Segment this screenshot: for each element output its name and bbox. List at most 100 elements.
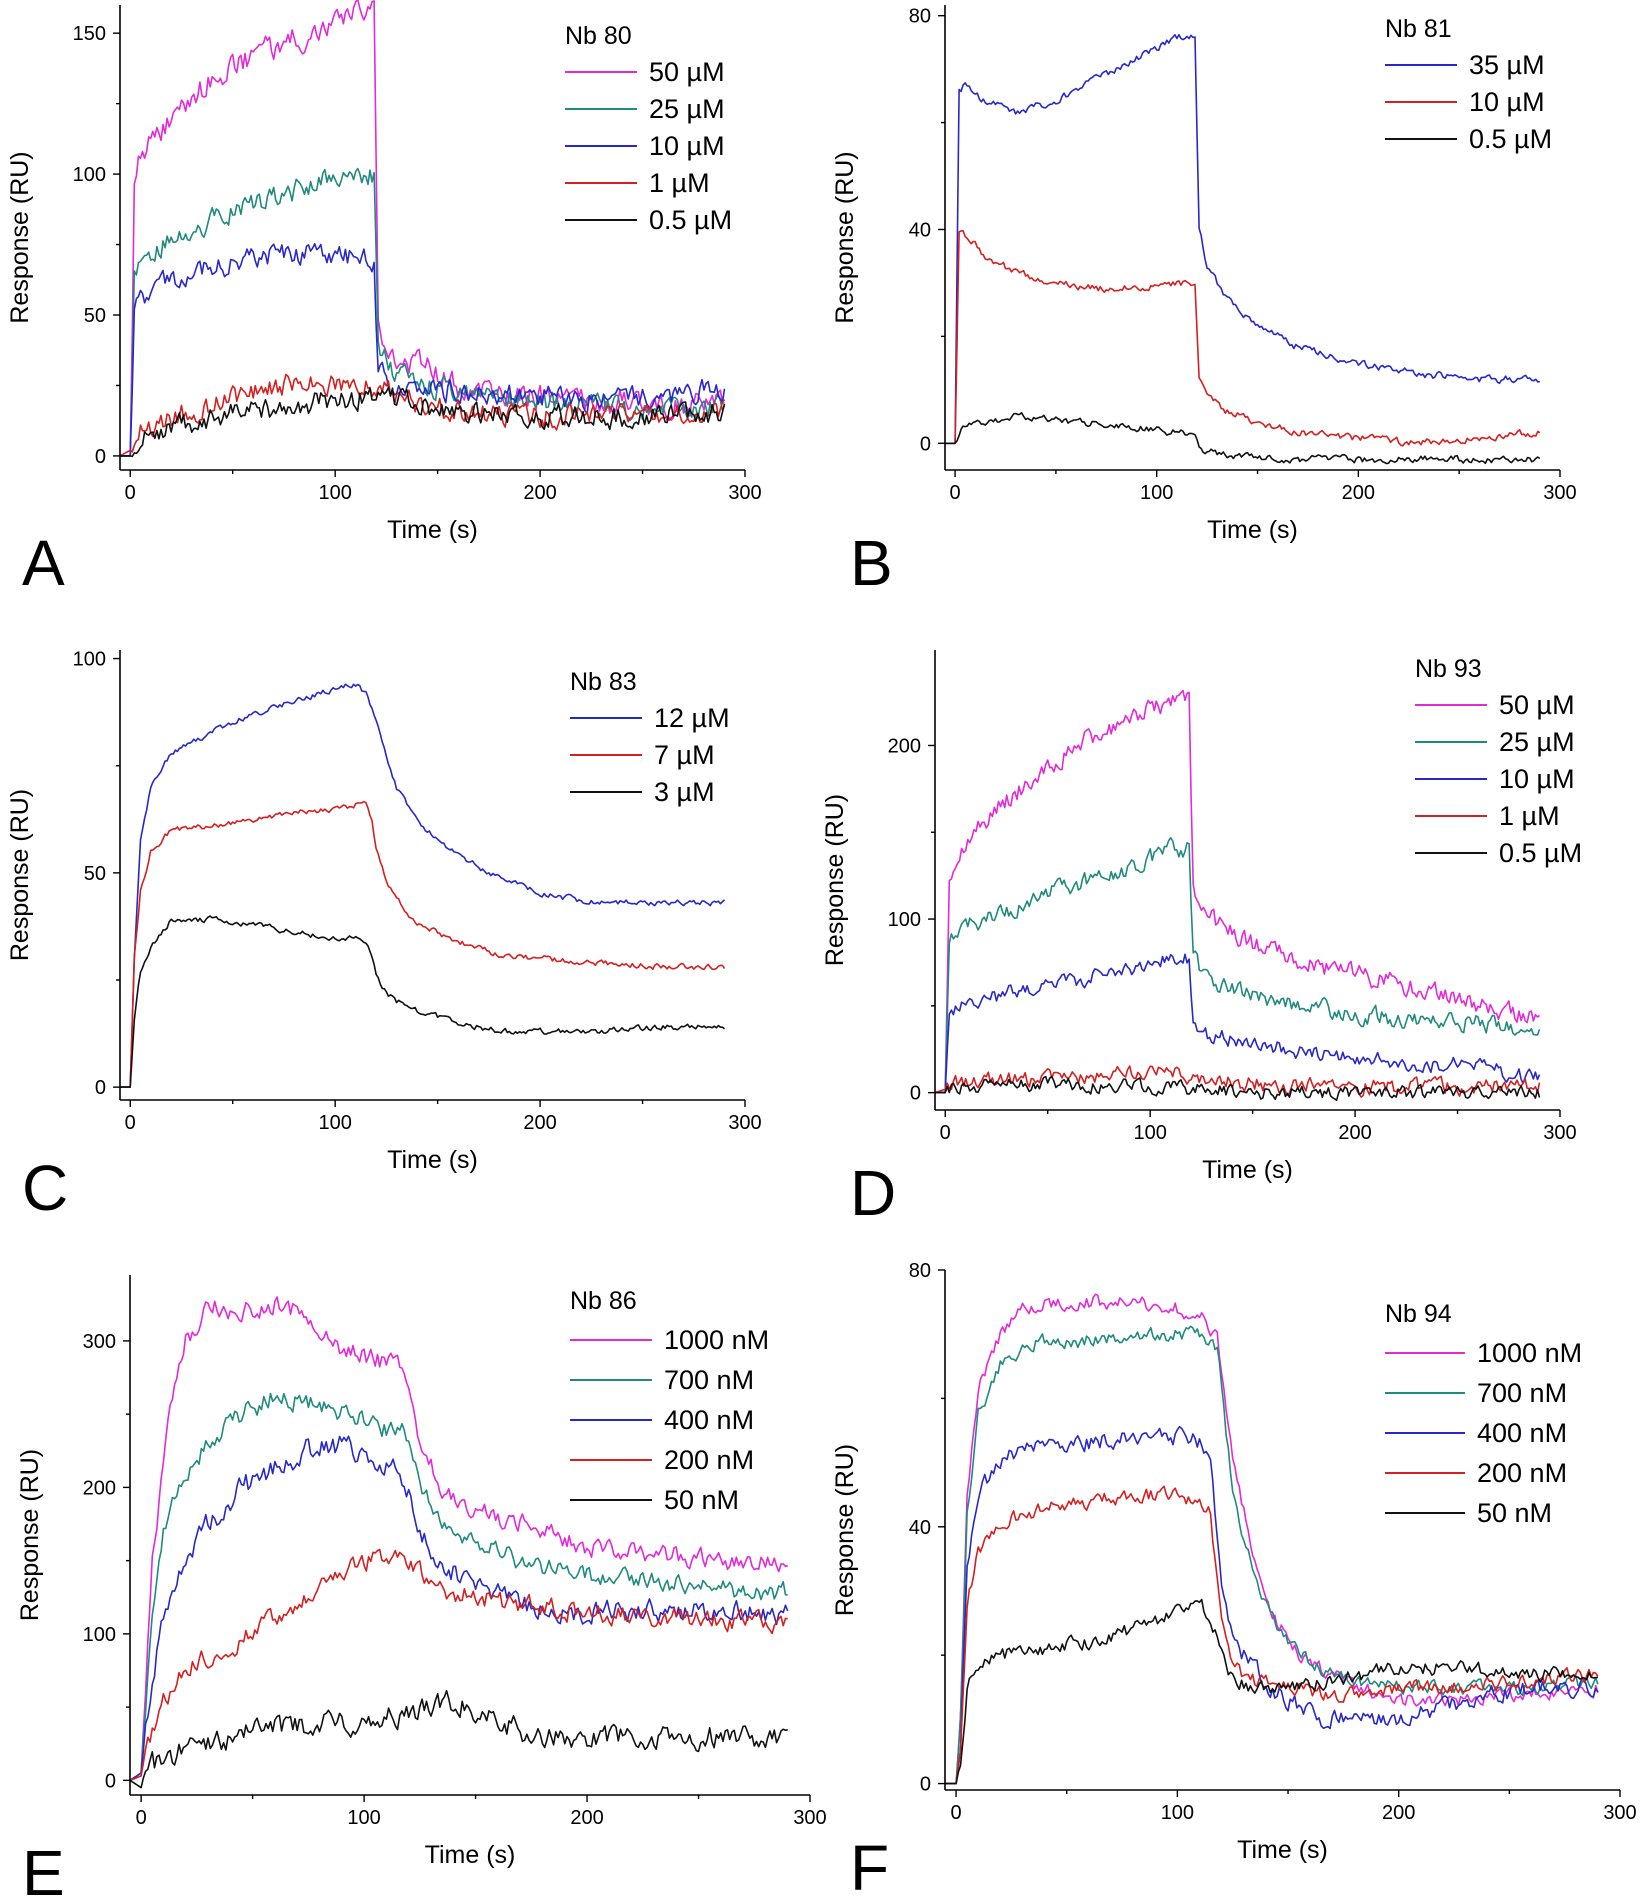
series-line-200-nm <box>129 1548 788 1782</box>
y-tick-label: 80 <box>909 1260 931 1282</box>
y-axis-title: Response (RU) <box>831 151 859 323</box>
series-line-1000-nm <box>945 1293 1599 1785</box>
series-line-50-m <box>120 0 725 457</box>
legend-label: 50 nM <box>664 1485 739 1515</box>
x-tick-label: 100 <box>347 1807 380 1829</box>
legend-label: 0.5 µM <box>1469 124 1552 154</box>
series-group <box>945 1293 1599 1785</box>
y-tick-label: 0 <box>105 1770 116 1792</box>
x-tick-label: 0 <box>136 1807 147 1829</box>
y-tick-label: 300 <box>83 1331 116 1353</box>
x-tick-label: 100 <box>318 482 351 504</box>
y-axis-title: Response (RU) <box>16 1449 44 1621</box>
legend-label: 7 µM <box>654 740 715 770</box>
series-group <box>129 1296 789 1789</box>
y-tick-label: 100 <box>73 649 106 671</box>
legend: Nb 80 50 µM 25 µM 10 µM 1 µM 0.5 µM <box>565 22 732 235</box>
x-tick-label: 0 <box>951 1802 962 1824</box>
series-line-10-m <box>945 229 1541 447</box>
series-line-50-nm <box>945 1598 1598 1785</box>
legend-label: 0.5 µM <box>1499 838 1582 868</box>
y-tick-label: 100 <box>83 1624 116 1646</box>
x-tick-label: 200 <box>1338 1122 1371 1144</box>
x-tick-label: 100 <box>1140 482 1173 504</box>
y-tick-label: 80 <box>909 6 931 28</box>
x-tick-label: 300 <box>793 1807 826 1829</box>
series-line-10-m <box>935 953 1541 1094</box>
legend-label: 1000 nM <box>1477 1338 1582 1368</box>
x-axis-title: Time (s) <box>387 516 478 544</box>
x-tick-label: 0 <box>950 482 961 504</box>
panel-letter: F <box>850 1832 889 1897</box>
series-line-200-nm <box>945 1485 1599 1785</box>
series-line-700-nm <box>945 1325 1599 1785</box>
series-group <box>934 689 1541 1102</box>
x-axis-title: Time (s) <box>1237 1836 1328 1864</box>
legend-label: 10 µM <box>1499 764 1575 794</box>
x-tick-label: 300 <box>728 482 761 504</box>
panel-e: 0 100 200 300 0 100 200 300 Time (s) Response (RU… <box>16 1275 827 1897</box>
panel-letter: C <box>22 1152 68 1224</box>
panel-letter: D <box>850 1157 896 1229</box>
series-line-3-m <box>120 915 726 1088</box>
panel-c: 0 100 200 300 0 50 100 Time (s) Response (RU) Nb … <box>6 649 762 1224</box>
series-line-10-m <box>120 243 726 457</box>
x-tick-label: 100 <box>318 1112 351 1134</box>
x-tick-label: 200 <box>570 1807 603 1829</box>
y-axis-title: Response (RU) <box>821 794 849 966</box>
legend-label: 0.5 µM <box>649 205 732 235</box>
legend-label: 1000 nM <box>664 1325 769 1355</box>
series-line-7-m <box>120 800 726 1088</box>
legend-label: 12 µM <box>654 703 730 733</box>
series-line-12-m <box>120 683 726 1088</box>
y-tick-label: 0 <box>95 1077 106 1099</box>
y-axis-title: Response (RU) <box>6 789 34 961</box>
y-tick-label: 150 <box>73 23 106 45</box>
legend-label: 200 nM <box>1477 1458 1567 1488</box>
panel-d: 0 100 200 300 0 100 200 Time (s) Response (RU) Nb… <box>821 650 1582 1229</box>
x-tick-label: 200 <box>523 1112 556 1134</box>
series-line-35-m <box>945 33 1540 445</box>
legend-label: 700 nM <box>664 1365 754 1395</box>
panel-b: 0 100 200 300 0 40 80 Time (s) Response (RU) Nb 8… <box>831 5 1577 599</box>
y-tick-label: 0 <box>920 433 931 455</box>
panel-a: 0 100 200 300 0 50 100 150 Time (s) Response (RU)… <box>6 0 762 599</box>
x-tick-label: 200 <box>1342 482 1375 504</box>
x-axis-title: Time (s) <box>1202 1156 1293 1184</box>
x-tick-label: 100 <box>1161 1802 1194 1824</box>
legend-label: 35 µM <box>1469 50 1545 80</box>
series-line-0-5-m <box>935 1075 1541 1102</box>
y-tick-label: 200 <box>888 735 921 757</box>
y-tick-label: 0 <box>910 1083 921 1105</box>
legend-label: 200 nM <box>664 1445 754 1475</box>
legend-label: 25 µM <box>1499 727 1575 757</box>
panel-letter: E <box>22 1837 65 1897</box>
legend-title: Nb 80 <box>565 22 632 50</box>
series-line-1-m <box>934 1065 1541 1098</box>
x-tick-label: 300 <box>1543 482 1576 504</box>
legend: Nb 81 35 µM 10 µM 0.5 µM <box>1385 15 1552 154</box>
y-tick-label: 200 <box>83 1477 116 1499</box>
series-group <box>119 0 726 458</box>
legend-title: Nb 86 <box>570 1287 637 1315</box>
legend-title: Nb 93 <box>1415 655 1482 683</box>
x-axis-title: Time (s) <box>425 1841 516 1869</box>
legend-label: 50 µM <box>649 57 725 87</box>
y-tick-label: 40 <box>909 1517 931 1539</box>
series-line-50-m <box>935 689 1540 1094</box>
y-tick-label: 40 <box>909 219 931 241</box>
series-line-1000-nm <box>129 1296 788 1782</box>
series-line-700-nm <box>129 1392 788 1782</box>
y-tick-label: 50 <box>84 305 106 327</box>
panel-letter: B <box>850 527 893 599</box>
legend: Nb 93 50 µM 25 µM 10 µM 1 µM 0.5 µM <box>1415 655 1582 868</box>
x-tick-label: 200 <box>523 482 556 504</box>
series-line-25-m <box>120 167 726 457</box>
x-axis-title: Time (s) <box>387 1146 478 1174</box>
legend-title: Nb 81 <box>1385 15 1452 43</box>
series-line-400-nm <box>129 1435 789 1782</box>
series-group <box>945 33 1541 465</box>
panel-letter: A <box>22 527 65 599</box>
x-tick-label: 300 <box>1603 1802 1636 1824</box>
